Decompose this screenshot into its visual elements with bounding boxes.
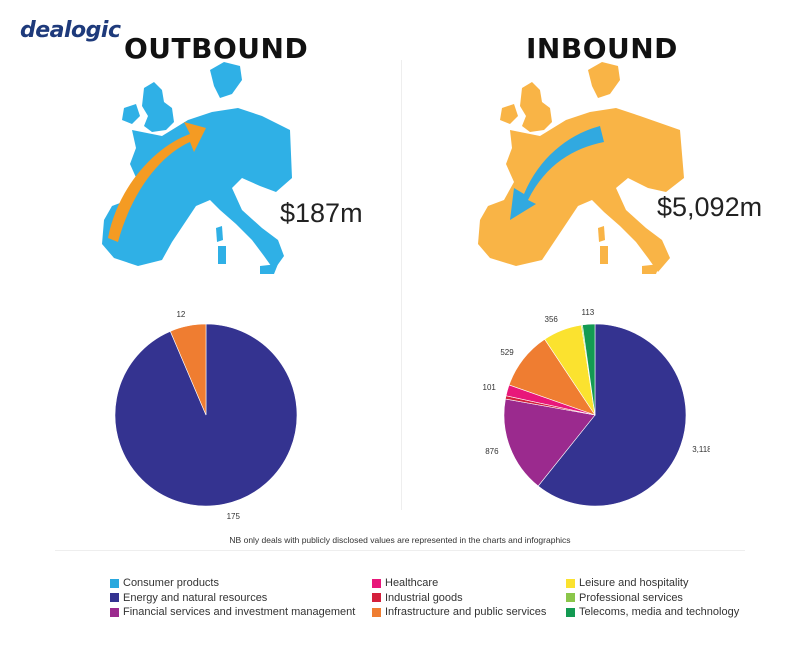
legend-item: Consumer products bbox=[110, 576, 355, 591]
legend-swatch bbox=[566, 578, 575, 588]
inbound-map-shape bbox=[478, 62, 684, 274]
legend-column-1: Consumer products Energy and natural reso… bbox=[110, 576, 355, 620]
legend-swatch bbox=[372, 607, 381, 617]
outbound-pie-chart: 175 12 bbox=[114, 310, 298, 520]
inbound-pie-chart: 3,118 876 101 529 356 113 bbox=[483, 308, 710, 507]
outbound-value: $187m bbox=[280, 198, 363, 228]
legend-column-2: Healthcare Industrial goods Infrastructure… bbox=[372, 576, 546, 620]
panel-divider bbox=[401, 60, 402, 510]
legend-swatch bbox=[566, 593, 575, 603]
legend-divider bbox=[55, 550, 745, 551]
inbound-europe-map bbox=[478, 62, 684, 274]
legend-label: Consumer products bbox=[123, 577, 219, 590]
legend-swatch bbox=[110, 578, 119, 588]
inbound-pie-slice-7 bbox=[582, 323, 596, 416]
outbound-map-shape bbox=[102, 62, 292, 274]
dealogic-logo: dealogic bbox=[20, 18, 121, 43]
inbound-pie-label-0: 3,118 bbox=[692, 445, 710, 454]
legend-label: Energy and natural resources bbox=[123, 591, 268, 604]
legend-item: Industrial goods bbox=[372, 591, 546, 606]
inbound-title: INBOUND bbox=[526, 32, 678, 65]
disclosure-note: NB only deals with publicly disclosed va… bbox=[229, 535, 571, 545]
legend-item: Telecoms, media and technology bbox=[566, 605, 739, 620]
inbound-arrow bbox=[510, 126, 604, 220]
outbound-map-ireland bbox=[122, 104, 140, 124]
inbound-value: $5,092m bbox=[657, 192, 763, 222]
inbound-pie-label-3: 101 bbox=[483, 383, 497, 392]
inbound-map-mainland bbox=[478, 108, 684, 272]
inbound-map-corsica bbox=[598, 226, 605, 242]
legend-swatch bbox=[110, 607, 119, 617]
inbound-map-sardinia bbox=[600, 246, 608, 264]
outbound-map-mainland bbox=[102, 108, 292, 270]
legend-item: Healthcare bbox=[372, 576, 546, 591]
outbound-map-sardinia bbox=[218, 246, 226, 264]
legend-label: Professional services bbox=[579, 591, 683, 604]
inbound-pie-label-1: 876 bbox=[485, 447, 499, 456]
legend-label: Telecoms, media and technology bbox=[579, 606, 740, 619]
legend-swatch bbox=[372, 578, 381, 588]
outbound-pie-slice-1 bbox=[169, 323, 207, 416]
outbound-arrow bbox=[108, 122, 206, 242]
inbound-pie-slice-1 bbox=[503, 398, 596, 487]
inbound-map-uk bbox=[520, 82, 552, 132]
legend-label: Infrastructure and public services bbox=[385, 606, 547, 619]
legend-item: Leisure and hospitality bbox=[566, 576, 739, 591]
inbound-pie-label-5: 356 bbox=[545, 315, 559, 324]
legend-label: Financial services and investment manage… bbox=[123, 606, 356, 619]
inbound-pie-label-7: 113 bbox=[581, 308, 594, 317]
outbound-map-uk bbox=[142, 82, 174, 132]
legend-label: Leisure and hospitality bbox=[579, 577, 689, 590]
outbound-map-sicily bbox=[260, 264, 278, 274]
legend-swatch bbox=[566, 607, 575, 617]
outbound-title: OUTBOUND bbox=[124, 32, 309, 65]
inbound-map-ireland bbox=[500, 104, 518, 124]
inbound-map-sicily bbox=[642, 264, 660, 274]
legend-item: Infrastructure and public services bbox=[372, 605, 546, 620]
legend-item: Financial services and investment manage… bbox=[110, 605, 355, 620]
legend-label: Industrial goods bbox=[385, 591, 463, 604]
legend-item: Energy and natural resources bbox=[110, 591, 355, 606]
outbound-pie-label-0: 175 bbox=[227, 512, 241, 520]
inbound-pie-slice-0 bbox=[537, 323, 687, 507]
outbound-europe-map bbox=[102, 62, 292, 274]
legend-column-3: Leisure and hospitality Professional serv… bbox=[566, 576, 739, 620]
legend-swatch bbox=[372, 593, 381, 603]
legend-label: Healthcare bbox=[385, 577, 439, 590]
inbound-map-scandinavia bbox=[588, 62, 620, 98]
outbound-map-corsica bbox=[216, 226, 223, 242]
legend-item: Professional services bbox=[566, 591, 739, 606]
inbound-pie-label-4: 529 bbox=[500, 348, 514, 357]
legend-swatch bbox=[110, 593, 119, 603]
outbound-pie-label-1: 12 bbox=[176, 310, 185, 319]
outbound-map-scandinavia bbox=[210, 62, 242, 98]
